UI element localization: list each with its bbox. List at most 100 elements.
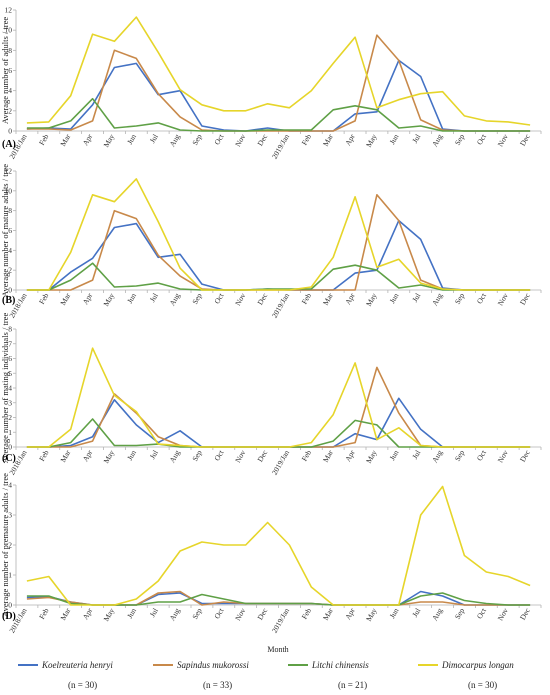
x-tick-label: Jul xyxy=(148,449,160,461)
x-tick-label: May xyxy=(364,132,379,149)
y-tick-label: 6 xyxy=(8,354,12,363)
series-line-koelreuteria xyxy=(26,397,531,448)
x-tick-label: Sep xyxy=(190,606,204,620)
legend-sample-size: (n = 30) xyxy=(68,680,97,690)
x-tick-label: May xyxy=(364,448,379,465)
x-tick-label: Jun xyxy=(125,606,138,620)
panel-label: (B) xyxy=(2,295,15,306)
x-tick-label: Jun xyxy=(125,448,138,462)
y-tick-label: 1 xyxy=(8,428,12,437)
y-tick-label: 0 xyxy=(8,127,12,136)
x-tick-label: Mar xyxy=(58,132,72,148)
x-tick-label: Dec xyxy=(255,448,269,464)
x-tick-label: Sep xyxy=(453,448,467,462)
x-tick-label: Oct xyxy=(475,291,489,306)
y-tick-label: 3 xyxy=(8,398,12,407)
y-axis-title: Average number of adults / tree xyxy=(0,17,10,124)
y-tick-label: 0 xyxy=(8,443,12,452)
x-tick-label: Aug xyxy=(430,606,444,622)
x-tick-label: Oct xyxy=(212,132,226,147)
x-tick-label: Feb xyxy=(300,448,314,462)
y-tick-label: 4 xyxy=(8,246,12,255)
legend-label: Dimocarpus longan xyxy=(441,660,514,670)
x-tick-label: Dec xyxy=(518,606,532,622)
x-tick-label: Feb xyxy=(300,606,314,620)
x-tick-label: Oct xyxy=(212,291,226,306)
x-tick-label: Feb xyxy=(37,132,51,146)
x-tick-label: Mar xyxy=(58,291,72,307)
y-tick-label: 6 xyxy=(8,226,12,235)
y-tick-label: 10 xyxy=(5,186,13,195)
x-tick-label: Aug xyxy=(168,606,182,622)
x-tick-label: Oct xyxy=(475,132,489,147)
y-tick-label: 4 xyxy=(8,384,12,393)
x-tick-label: Feb xyxy=(37,291,51,305)
x-tick-label: Aug xyxy=(168,132,182,148)
x-axis-title: Month xyxy=(267,645,288,654)
y-tick-label: 7 xyxy=(8,339,12,348)
legend-label: Sapindus mukorossi xyxy=(177,660,249,670)
x-tick-label: Nov xyxy=(496,606,510,622)
x-tick-label: Jul xyxy=(410,133,422,145)
x-tick-label: Apr xyxy=(81,132,95,147)
x-tick-label: Jun xyxy=(388,448,401,462)
x-tick-label: Jun xyxy=(388,606,401,620)
x-tick-label: Apr xyxy=(343,291,357,306)
x-tick-label: Dec xyxy=(255,132,269,148)
x-tick-label: Nov xyxy=(233,606,247,622)
panel-label: (A) xyxy=(2,139,16,150)
series-line-litchi xyxy=(26,262,531,291)
y-tick-label: 1 xyxy=(8,571,12,580)
x-tick-label: Dec xyxy=(518,132,532,148)
series-line-sapindus xyxy=(26,34,531,132)
legend-item: Litchi chinensis (n = 21) xyxy=(288,660,369,690)
x-tick-label: Mar xyxy=(321,132,335,148)
x-tick-label: May xyxy=(102,448,117,465)
x-tick-label: 2019/Jan xyxy=(270,291,291,319)
x-tick-label: Jun xyxy=(125,132,138,146)
y-tick-label: 12 xyxy=(5,6,13,15)
legend-item: Sapindus mukorossi (n = 33) xyxy=(153,660,249,690)
x-tick-label: May xyxy=(364,606,379,623)
x-tick-label: Aug xyxy=(430,291,444,307)
x-tick-label: Oct xyxy=(475,448,489,463)
y-tick-label: 6 xyxy=(8,66,12,75)
x-tick-label: Feb xyxy=(300,291,314,305)
series-line-dimocarpus xyxy=(26,347,531,448)
x-tick-label: Sep xyxy=(190,448,204,462)
y-tick-label: 12 xyxy=(5,167,13,176)
y-tick-label: 3 xyxy=(8,511,12,520)
x-tick-label: Jul xyxy=(410,292,422,304)
y-axis-title: Average number of mating individuals / t… xyxy=(0,313,10,464)
x-tick-label: Jul xyxy=(148,607,160,619)
legend-item: Dimocarpus longan (n = 30) xyxy=(418,660,514,690)
series-line-sapindus xyxy=(26,366,531,448)
x-tick-label: Feb xyxy=(37,606,51,620)
series-line-koelreuteria xyxy=(26,59,531,132)
x-tick-label: Sep xyxy=(190,132,204,146)
series-line-litchi xyxy=(26,97,531,132)
x-tick-label: Aug xyxy=(168,291,182,307)
series-line-litchi xyxy=(26,418,531,448)
series-line-dimocarpus xyxy=(26,485,531,606)
x-tick-label: 2019/Jan xyxy=(270,606,291,634)
x-tick-label: Sep xyxy=(453,606,467,620)
y-axis-title: Average number of mature adults / tree xyxy=(0,164,10,297)
x-tick-label: Jul xyxy=(410,607,422,619)
x-tick-label: Apr xyxy=(343,606,357,621)
x-tick-label: Nov xyxy=(233,291,247,307)
x-tick-label: 2019/Jan xyxy=(270,448,291,476)
y-tick-label: 4 xyxy=(8,481,12,490)
x-tick-label: Nov xyxy=(496,132,510,148)
x-tick-label: Mar xyxy=(321,606,335,622)
y-tick-label: 2 xyxy=(8,413,12,422)
y-tick-label: 4 xyxy=(8,86,12,95)
x-tick-label: Aug xyxy=(168,448,182,464)
x-tick-label: Nov xyxy=(496,448,510,464)
y-tick-label: 10 xyxy=(5,26,13,35)
x-tick-label: Jul xyxy=(148,133,160,145)
x-tick-label: Jun xyxy=(125,291,138,305)
